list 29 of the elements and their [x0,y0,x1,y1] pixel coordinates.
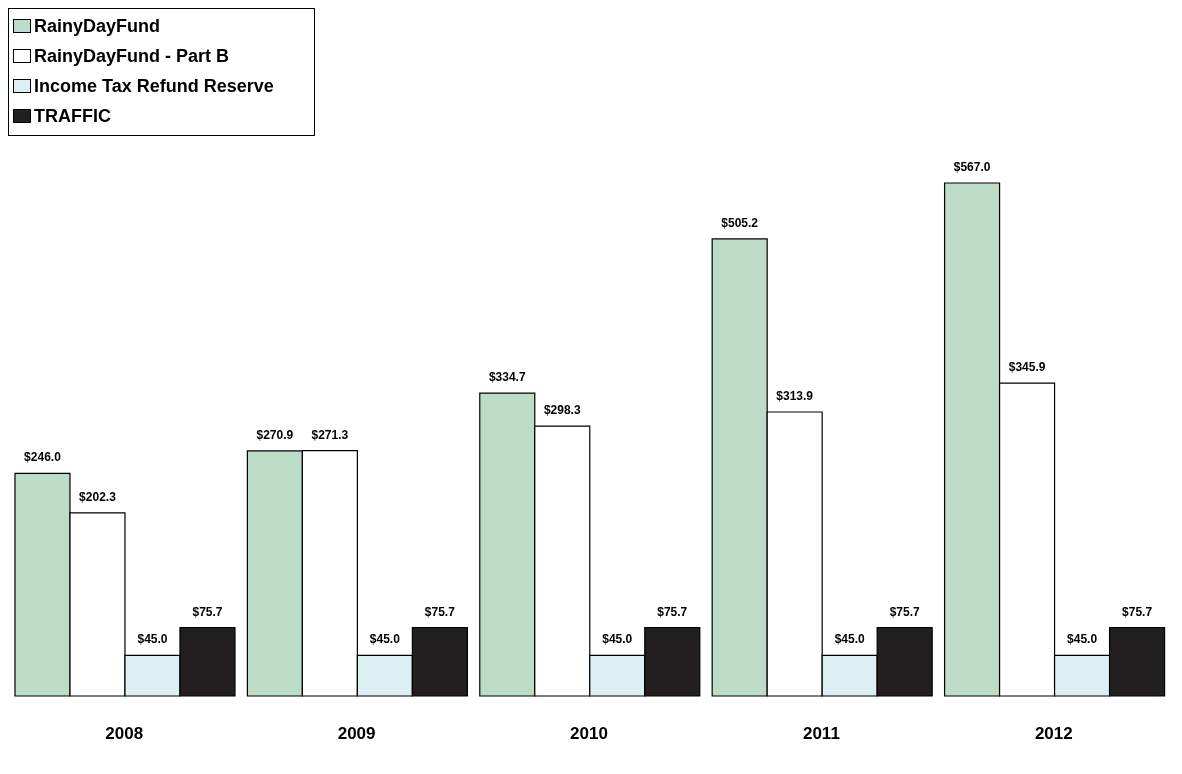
data-label: $270.9 [256,427,294,442]
legend-label: RainyDayFund [34,15,161,38]
data-label: $202.3 [79,489,117,504]
data-label: $75.7 [657,604,688,619]
data-label: $567.0 [953,160,991,174]
x-tick-label: 2009 [337,724,376,744]
data-label: $75.7 [192,604,223,619]
data-label: $271.3 [311,427,349,442]
data-label: $75.7 [1122,604,1153,619]
legend-label: TRAFFIC [34,105,111,128]
legend-label: RainyDayFund - Part B [34,45,230,68]
data-label: $45.0 [1067,632,1098,647]
x-tick-label: 2010 [570,724,608,744]
data-label: $345.9 [1008,360,1046,375]
data-label: $334.7 [488,370,526,385]
data-label: $75.7 [889,604,921,619]
data-label: $505.2 [721,215,759,230]
data-label: $45.0 [602,632,633,647]
data-label: $45.0 [369,632,401,647]
x-tick-label: 2012 [1034,724,1073,744]
data-label: $45.0 [137,632,168,647]
data-label: $298.3 [543,403,581,418]
data-label: $313.9 [776,389,814,403]
data-label: $45.0 [834,632,866,647]
data-label: $75.7 [424,604,456,619]
legend-label: Income Tax Refund Reserve [34,75,274,98]
x-tick-label: 2011 [802,724,840,744]
data-label: $246.0 [24,450,62,465]
x-tick-label: 2008 [105,724,144,744]
